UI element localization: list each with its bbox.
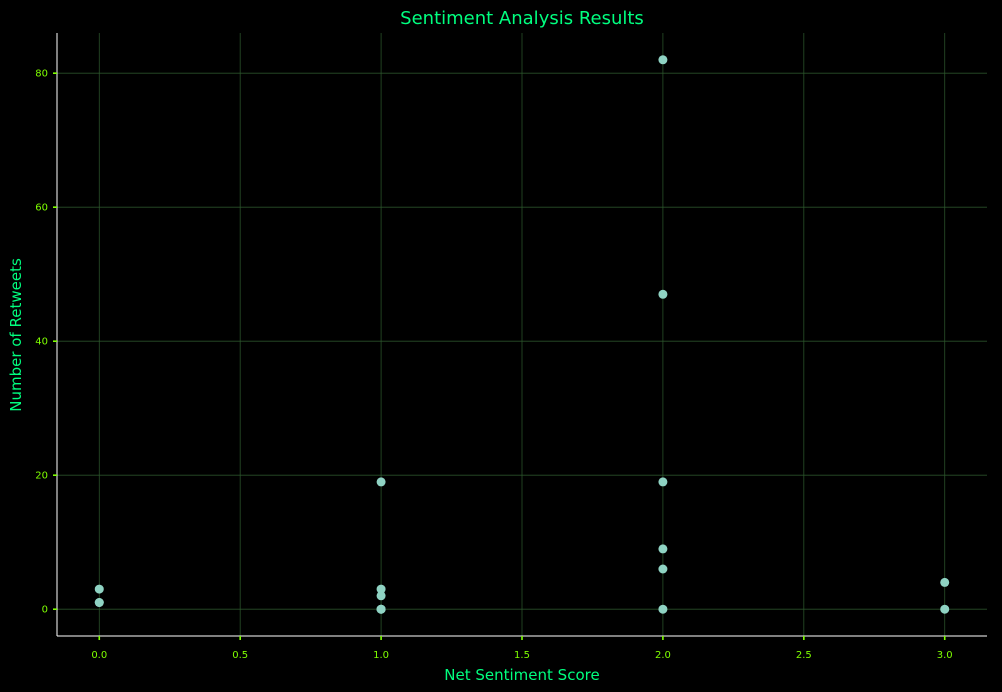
x-tick-label-5: 2.5 [796,650,812,661]
x-tick-label-6: 3.0 [937,650,953,661]
data-point-5 [376,591,386,601]
data-point-4 [376,584,386,594]
data-point-0 [94,584,104,594]
data-point-14 [658,604,668,614]
data-points [94,55,950,614]
x-tick-label-2: 1.0 [373,650,389,661]
y-tick-label-2: 40 [35,337,48,348]
y-axis-label: Number of Retweets [7,258,25,412]
y-tick-label-4: 80 [35,69,48,80]
data-point-13 [658,564,668,574]
chart-title: Sentiment Analysis Results [400,8,644,29]
y-tick-label-3: 60 [35,203,48,214]
x-tick-label-3: 1.5 [514,650,530,661]
data-point-11 [658,477,668,487]
y-tick-label-0: 0 [42,605,48,616]
data-point-16 [940,604,950,614]
data-point-15 [940,577,950,587]
x-axis-label: Net Sentiment Score [444,666,599,684]
data-point-12 [658,544,668,554]
x-tick-label-1: 0.5 [232,650,248,661]
grid-lines [57,33,987,636]
y-tick-label-1: 20 [35,471,48,482]
data-point-9 [658,55,668,65]
data-point-10 [658,289,668,299]
data-point-3 [376,477,386,487]
data-point-8 [376,604,386,614]
axis-ticks: 0.0 0.5 1.0 1.5 2.0 2.5 3.0 0 20 40 60 80 [35,69,952,661]
data-point-2 [94,598,104,607]
x-tick-label-4: 2.0 [655,650,671,661]
x-tick-label-0: 0.0 [91,650,107,661]
